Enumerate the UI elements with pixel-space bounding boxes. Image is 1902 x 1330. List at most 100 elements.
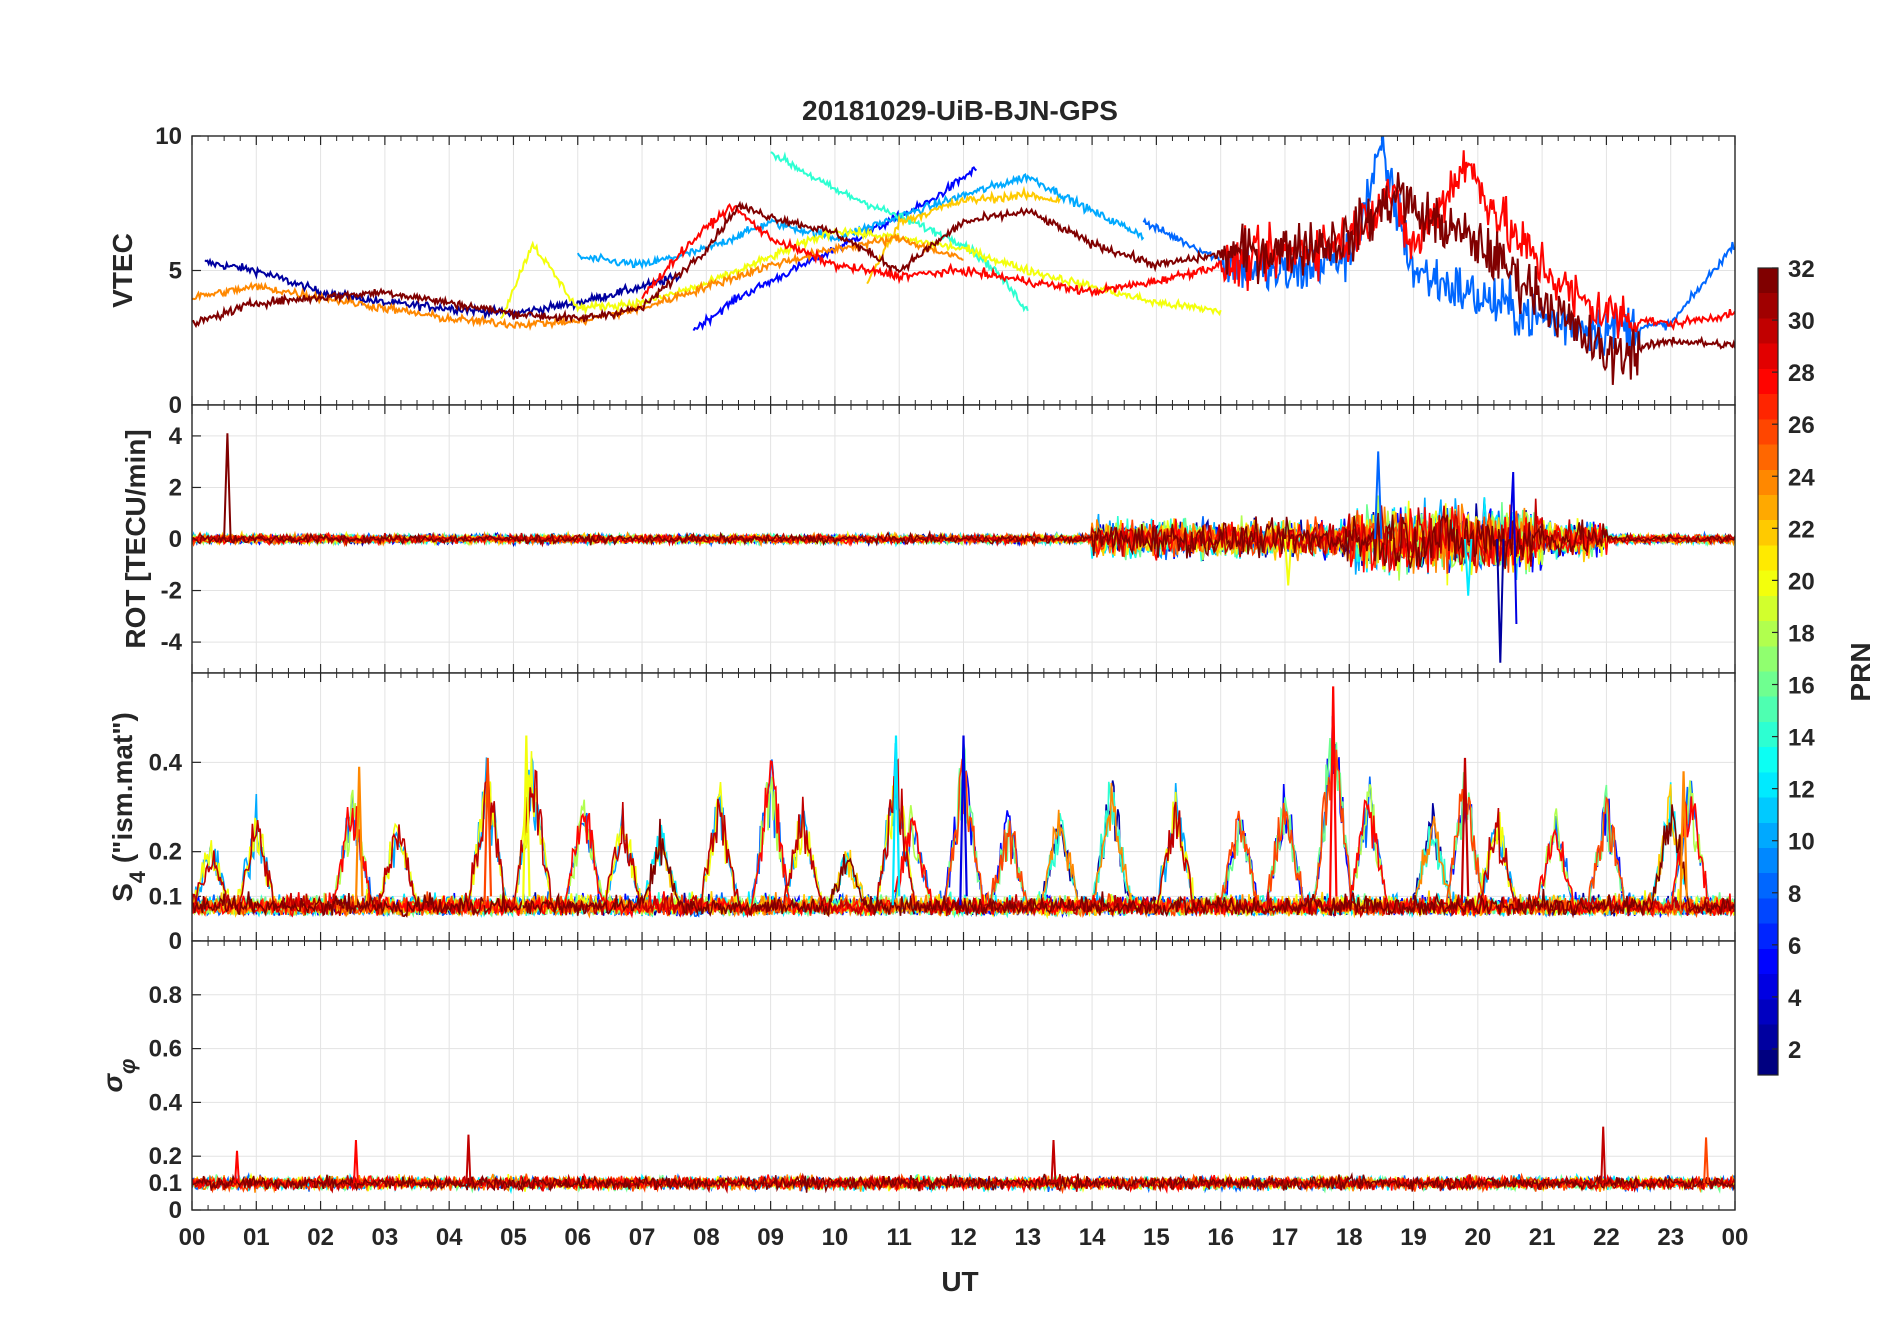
colorbar-tick-label: 22: [1788, 516, 1815, 543]
y-tick-label: 0.1: [149, 883, 182, 910]
x-tick-label: 11: [887, 1224, 912, 1251]
panel-4: 00.10.2 0.4 0.6 0.8 σφ: [97, 940, 1736, 1224]
x-tick-label: 19: [1400, 1224, 1427, 1251]
rot-spike-prn-2: [1496, 538, 1505, 663]
y-tick-label: 2: [169, 474, 182, 501]
s4-peak-prn-24: [1679, 771, 1688, 906]
colorbar-tick-label: 28: [1788, 360, 1815, 387]
x-tick-label: 20: [1464, 1224, 1491, 1251]
y-tick-label: 5: [169, 258, 182, 285]
rot-spike-prn-8: [1374, 451, 1383, 540]
colorbar-tick-label: 6: [1788, 933, 1801, 960]
x-tick-label: 09: [757, 1224, 784, 1251]
s4-peak-prn-20: [522, 735, 531, 906]
x-tick-label: 04: [436, 1224, 463, 1251]
x-tick-label: 01: [243, 1224, 270, 1251]
vtec-series-prn-20: [499, 226, 1222, 320]
s4-peak-prn-28: [1328, 686, 1338, 906]
plot-frame: [191, 940, 1736, 1211]
vtec-series-prn-8: [1142, 136, 1735, 357]
x-tick-label: 07: [629, 1224, 656, 1251]
colorbar-tick-label: 20: [1788, 568, 1815, 595]
vtec-series-prn-22: [866, 185, 1061, 285]
rot-spike-prn-12: [1464, 538, 1473, 596]
y-tick-label: 0.1: [149, 1170, 182, 1197]
x-tick-label: 17: [1272, 1224, 1299, 1251]
panel-1: 0 5 10 VTEC: [107, 123, 1736, 419]
y-axis-label: VTEC: [107, 233, 138, 308]
sigma-peak-prn-30: [1600, 1126, 1607, 1184]
y-tick-label: 4: [169, 423, 183, 450]
colorbar-gradient: [1757, 267, 1779, 1076]
colorbar-tick-label: 14: [1788, 725, 1815, 752]
s4-peak-prn-26: [483, 757, 493, 906]
x-tick-label: 14: [1079, 1224, 1106, 1251]
panel-2: -4 -2 0 2 4 ROT [TECU/min]: [120, 404, 1736, 674]
y-tick-label: 0: [169, 392, 182, 419]
colorbar-tick-label: 26: [1788, 412, 1815, 439]
data-layer: [192, 136, 1735, 385]
x-tick-label: 18: [1336, 1224, 1363, 1251]
x-tick-label: 10: [822, 1224, 849, 1251]
x-tick-label: 15: [1143, 1224, 1170, 1251]
y-tick-label: 0: [169, 1197, 182, 1224]
y-tick-label: 10: [155, 123, 182, 150]
y-tick-label: 0.4: [149, 1089, 183, 1116]
colorbar-tick-label: 4: [1788, 985, 1802, 1012]
y-tick-label: 0.6: [149, 1036, 182, 1063]
colorbar-label: PRN: [1845, 642, 1876, 701]
sigma-peak-prn-30: [1050, 1140, 1057, 1184]
colorbar-tick-label: 18: [1788, 620, 1815, 647]
y-tick-label: 0: [169, 526, 182, 553]
y-tick-label: -2: [161, 578, 182, 605]
x-tick-label: 05: [500, 1224, 527, 1251]
x-tick-label: 00: [179, 1224, 206, 1251]
y-axis-label: S4 ("ism.mat"): [107, 712, 150, 902]
y-axis-label: ROT [TECU/min]: [120, 429, 151, 648]
x-tick-label: 23: [1657, 1224, 1684, 1251]
rot-spike-prn-20: [1284, 538, 1293, 586]
y-axis-label: σφ: [97, 1058, 140, 1092]
y-tick-label: 0.2: [149, 839, 182, 866]
chart-title: 20181029-UiB-BJN-GPS: [802, 95, 1118, 126]
s4-peak-prn-30: [1460, 757, 1470, 906]
x-tick-label: 00: [1722, 1224, 1749, 1251]
vtec-series-prn-32: [192, 172, 1735, 385]
data-layer: [192, 433, 1735, 663]
x-tick-label: 08: [693, 1224, 720, 1251]
s4-series-prn-30: [192, 758, 1735, 919]
rot-spike-prn-32: [223, 433, 232, 540]
x-tick-label: 12: [950, 1224, 977, 1251]
y-tick-label: 0.8: [149, 982, 182, 1009]
data-layer: [192, 686, 1735, 920]
colorbar-tick-label: 32: [1788, 256, 1815, 283]
sigma-peak-prn-28: [353, 1140, 359, 1184]
x-tick-label: 06: [564, 1224, 591, 1251]
x-tick-label: 22: [1593, 1224, 1620, 1251]
data-layer: [192, 1126, 1735, 1195]
colorbar-tick-label: 16: [1788, 673, 1815, 700]
x-tick-label: 13: [1014, 1224, 1041, 1251]
panel-3: 0 0.1 0.2 0.4S4 ("ism.mat"): [107, 672, 1736, 955]
rot-spike-prn-4: [1509, 471, 1518, 625]
x-tick-label: 03: [372, 1224, 399, 1251]
vtec-series-prn-28: [641, 150, 1735, 339]
colorbar-tick-label: 8: [1788, 881, 1801, 908]
colorbar-tick-label: 10: [1788, 829, 1815, 856]
y-tick-label: -4: [161, 629, 183, 656]
x-tick-label: 21: [1529, 1224, 1556, 1251]
y-tick-label: 0.2: [149, 1143, 182, 1170]
y-tick-label: 0: [169, 928, 182, 955]
x-tick-label: 02: [307, 1224, 334, 1251]
rot-series-prn-32: [192, 512, 1735, 569]
sigma-peak-prn-26: [1703, 1137, 1709, 1184]
x-axis-label: UT: [941, 1266, 978, 1297]
colorbar-tick-label: 2: [1788, 1037, 1801, 1064]
sigma-peak-prn-28: [234, 1150, 240, 1184]
colorbar-tick-label: 12: [1788, 777, 1815, 804]
x-tick-label: 16: [1207, 1224, 1234, 1251]
s4-peak-prn-12: [891, 735, 901, 906]
s4-peak-prn-4: [959, 735, 968, 906]
